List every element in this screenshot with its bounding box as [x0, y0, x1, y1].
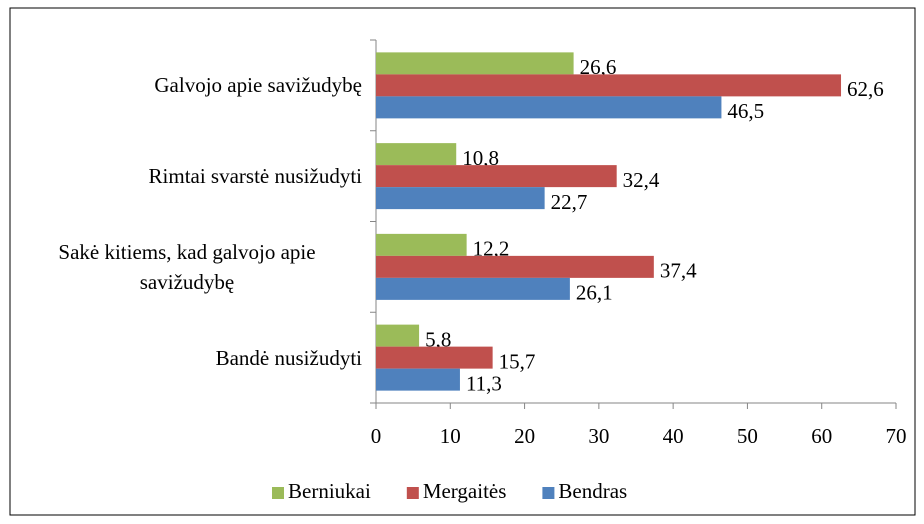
category-label: Bandė nusižudyti: [12, 318, 362, 398]
bar: [376, 368, 460, 391]
legend-swatch: [542, 487, 555, 499]
bar: [376, 74, 842, 97]
x-tick-label: 0: [371, 424, 382, 448]
value-label: 46,5: [727, 99, 764, 123]
category-label: Sakė kitiems, kad galvojo apie savižudyb…: [12, 227, 362, 307]
category-label-text: Galvojo apie savižudybę: [154, 73, 362, 98]
x-tick-label: 70: [886, 424, 907, 448]
x-tick-label: 40: [663, 424, 684, 448]
bar: [376, 143, 457, 166]
x-tick-label: 60: [811, 424, 832, 448]
bar: [376, 187, 545, 210]
value-label: 26,1: [576, 281, 613, 305]
chart-border: [9, 7, 916, 516]
bar: [376, 233, 467, 256]
value-label: 62,6: [847, 77, 884, 101]
x-tick-label: 30: [588, 424, 609, 448]
bar: [376, 96, 722, 119]
value-label: 11,3: [466, 371, 502, 395]
legend-swatch: [272, 487, 284, 499]
value-label: 22,7: [551, 190, 588, 214]
value-label: 32,4: [623, 168, 660, 192]
legend-label: Berniukai: [288, 479, 371, 503]
bar: [376, 324, 420, 347]
category-label-text: Rimtai svarstė nusižudyti: [148, 164, 362, 189]
category-label: Galvojo apie savižudybę: [12, 45, 362, 125]
bar: [376, 52, 574, 75]
value-label: 37,4: [660, 259, 697, 283]
category-label-text: Bandė nusižudyti: [215, 345, 362, 370]
category-label-text: Sakė kitiems, kad galvojo apie savižudyb…: [58, 239, 316, 294]
x-tick-label: 20: [514, 424, 535, 448]
bar: [376, 165, 617, 188]
category-label: Rimtai svarstė nusižudyti: [12, 136, 362, 216]
legend-swatch: [406, 487, 419, 499]
legend-label: Bendras: [558, 479, 627, 503]
x-tick-label: 50: [737, 424, 758, 448]
legend-label: Mergaitės: [423, 479, 507, 503]
value-label: 15,7: [499, 349, 536, 373]
bar: [376, 277, 570, 300]
bar: [376, 255, 654, 278]
bar: [376, 346, 493, 369]
x-tick-label: 10: [440, 424, 461, 448]
plot: 0 10 20 30 40 50 60 7026,662,646,510,832,422,71…: [272, 39, 907, 503]
